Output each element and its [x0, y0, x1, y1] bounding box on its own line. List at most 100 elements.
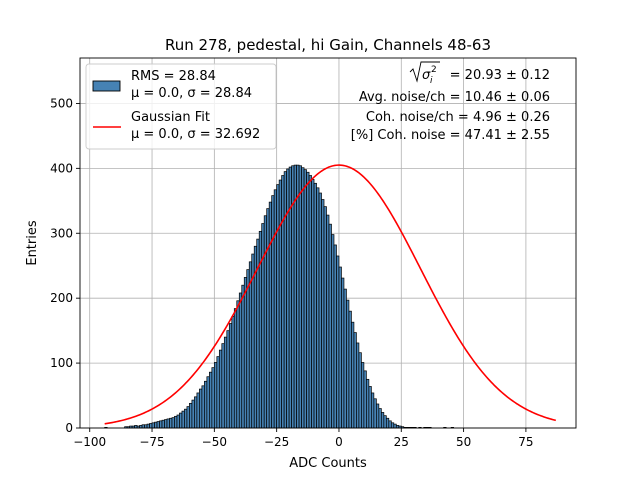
histogram-bar — [328, 223, 332, 429]
histogram-bar — [156, 421, 160, 429]
histogram-bar — [166, 418, 170, 429]
histogram-bar — [356, 342, 360, 429]
histogram-bar — [271, 195, 275, 429]
histogram-bar — [303, 169, 307, 429]
histogram-bar — [298, 165, 302, 429]
y-tick-label: 500 — [50, 96, 73, 110]
x-axis-label: ADC Counts — [289, 456, 367, 471]
x-tick-label: 50 — [456, 435, 471, 449]
histogram-bar — [209, 371, 213, 429]
annotation-sigma-symbol: σ — [422, 68, 431, 83]
histogram-bar — [151, 422, 155, 429]
histogram-bar — [228, 323, 233, 429]
y-tick-label: 400 — [50, 161, 73, 175]
plot-frame — [79, 57, 577, 429]
histogram-bar — [393, 423, 397, 429]
histogram-bar — [331, 234, 335, 429]
histogram-bar — [201, 385, 205, 429]
histogram-bar — [189, 402, 193, 429]
histogram-bar — [238, 292, 243, 429]
histogram-bar — [281, 175, 285, 429]
histogram-bar — [368, 386, 372, 429]
y-tick-label: 0 — [65, 421, 73, 435]
histogram-bar — [161, 419, 165, 429]
chart-title: Run 278, pedestal, hi Gain, Channels 48-… — [165, 36, 491, 54]
histogram-bar — [268, 201, 273, 429]
histogram-bar — [236, 300, 240, 429]
histogram-bar — [313, 182, 317, 429]
legend-histogram-label: RMS = 28.84 — [131, 69, 216, 84]
y-tick-label: 300 — [50, 226, 73, 240]
y-tick-label: 100 — [50, 356, 73, 370]
histogram-bar — [144, 424, 148, 429]
histogram-bar — [199, 388, 203, 429]
histogram-bar — [343, 288, 347, 429]
histogram-bar — [226, 330, 230, 429]
histogram-bar — [159, 420, 163, 429]
histogram-bar — [278, 179, 282, 429]
histogram-bar — [216, 356, 220, 429]
annotation-coh-noise: Coh. noise/ch = 4.96 ± 0.26 — [366, 110, 550, 125]
histogram-bar — [206, 376, 210, 429]
annotation-sigma-superscript: 2 — [431, 65, 437, 75]
histogram-bar — [233, 308, 238, 429]
histogram-bar — [326, 214, 330, 429]
histogram-bar — [241, 284, 245, 429]
histogram-bar — [383, 415, 387, 429]
histogram-bar — [346, 299, 350, 429]
histogram-bar — [390, 422, 395, 429]
histogram-bar — [388, 420, 392, 429]
histogram-bar — [283, 171, 287, 429]
histogram-bar — [149, 423, 153, 429]
histogram-bar — [246, 269, 250, 429]
histogram-bar — [179, 412, 183, 429]
histogram-bar — [376, 403, 380, 429]
histogram-bar — [196, 392, 200, 429]
x-tick-label: −25 — [264, 435, 289, 449]
x-tick-label: −100 — [73, 435, 106, 449]
histogram-bar — [341, 277, 345, 429]
histogram-bar — [308, 175, 312, 429]
histogram-bar — [316, 187, 320, 429]
histogram-bar — [348, 310, 352, 429]
histogram-bar — [146, 423, 150, 429]
x-tick-label: −75 — [139, 435, 164, 449]
histogram-bar — [371, 392, 375, 429]
histogram-bar — [373, 398, 377, 429]
histogram-bar — [351, 321, 355, 429]
histogram-bar — [243, 277, 248, 429]
legend-histogram-swatch — [92, 80, 121, 92]
histogram-bar — [223, 336, 228, 429]
histogram-bar — [385, 417, 390, 429]
histogram-bar — [186, 406, 190, 429]
histogram-bar — [266, 208, 270, 429]
histogram-bar — [306, 171, 310, 429]
histogram-bar — [218, 349, 223, 429]
histogram-bar — [363, 370, 367, 429]
histogram-bar — [311, 179, 315, 429]
annotation-avg-noise: Avg. noise/ch = 10.46 ± 0.06 — [359, 90, 550, 105]
histogram-bar — [301, 167, 305, 429]
histogram-bar — [336, 255, 340, 429]
legend-fit-stats: μ = 0.0, σ = 32.692 — [131, 127, 260, 142]
x-tick-label: 0 — [335, 435, 343, 449]
sqrt-symbol — [409, 61, 440, 83]
histogram-bar — [353, 332, 357, 429]
y-tick-label: 200 — [50, 291, 73, 305]
histogram-bar — [380, 412, 385, 429]
histogram-bar — [181, 410, 185, 429]
legend-histogram-stats: μ = 0.0, σ = 28.84 — [131, 86, 252, 101]
histogram-bar — [141, 424, 145, 429]
gaussian-fit-line — [104, 164, 557, 425]
histogram-bar — [318, 192, 322, 429]
histogram-bar — [366, 378, 370, 429]
histogram-bar — [273, 189, 278, 429]
histogram-bar — [248, 261, 253, 429]
histogram-bar — [261, 223, 265, 429]
plot-area: −100 −75 −50 −25 0 25 50 75 0 100 200 300 400 500 — [50, 57, 577, 449]
histogram-bar — [194, 396, 198, 429]
annotation-coh-noise-percent: [%] Coh. noise = 47.41 ± 2.55 — [351, 128, 550, 143]
histogram-bar — [204, 380, 208, 429]
histogram-bar — [333, 244, 337, 429]
